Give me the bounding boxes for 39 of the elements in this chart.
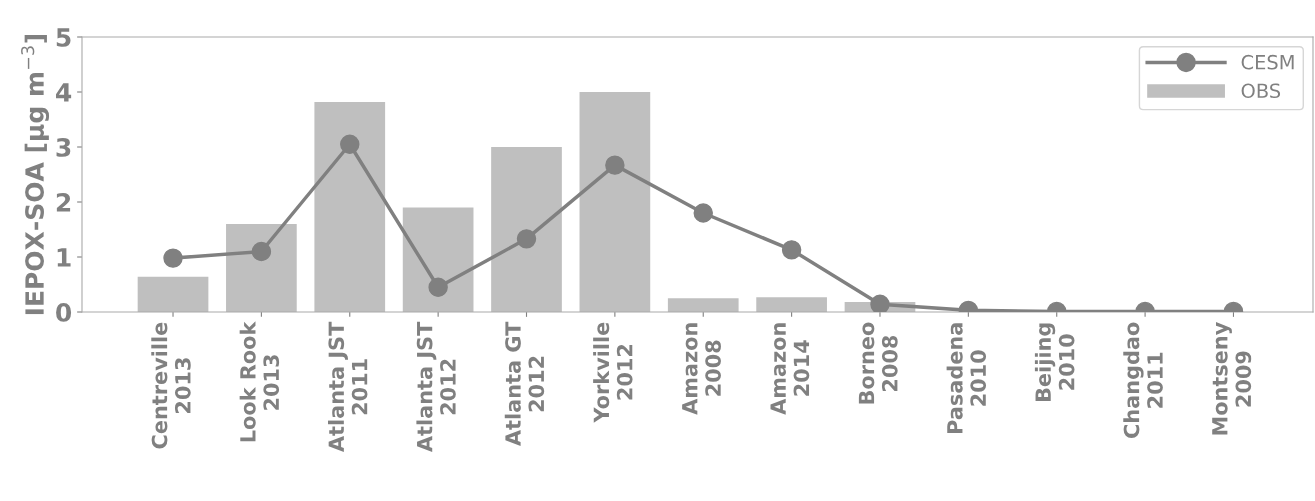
point xyxy=(251,241,272,262)
y-tick-label: 3 xyxy=(56,137,71,157)
legend-label: CESM xyxy=(1241,54,1294,70)
bar xyxy=(314,101,386,312)
x-tick-label: Yorkville 2012 xyxy=(593,322,633,423)
point xyxy=(428,277,448,297)
x-tick-label: Pasadena 2010 xyxy=(946,323,987,433)
point xyxy=(781,240,802,260)
point xyxy=(340,134,360,154)
x-tick-label: Amazon 2008 xyxy=(682,323,721,415)
bar xyxy=(579,92,651,312)
point xyxy=(516,229,537,249)
x-tick-label: Centreville 2013 xyxy=(151,322,191,449)
y-tick-label: 1 xyxy=(57,248,71,267)
legend-label: OBS xyxy=(1241,83,1281,99)
y-tick-label: 5 xyxy=(56,28,71,47)
point xyxy=(163,248,183,268)
point xyxy=(870,294,890,312)
bar xyxy=(491,147,562,312)
x-tick-label: Amazon 2014 xyxy=(770,323,810,415)
y-tick-label: 4 xyxy=(56,83,72,102)
point xyxy=(693,203,713,223)
x-tick-label: Montseny 2009 xyxy=(1212,322,1252,435)
y-tick-label: 2 xyxy=(56,192,71,212)
x-tick-label: Atlanta JST 2011 xyxy=(328,321,368,452)
y-axis-title: IEPOX-SOA [μg m$^{−3}$] xyxy=(21,34,50,315)
x-tick-label: Look Rook 2013 xyxy=(239,321,280,442)
bar xyxy=(667,298,739,312)
point xyxy=(605,155,625,175)
x-tick-label: Atlanta GT 2012 xyxy=(504,321,545,446)
bar xyxy=(402,207,474,312)
x-tick-label: Borneo 2008 xyxy=(858,322,898,404)
y-tick-label: 0 xyxy=(56,302,72,322)
bar xyxy=(756,297,827,312)
x-tick-label: Atlanta JST 2012 xyxy=(416,321,456,452)
x-tick-label: Changdao 2011 xyxy=(1123,322,1163,438)
bar xyxy=(137,276,209,312)
x-tick-label: Beijing 2010 xyxy=(1034,323,1075,401)
bar xyxy=(226,224,297,312)
